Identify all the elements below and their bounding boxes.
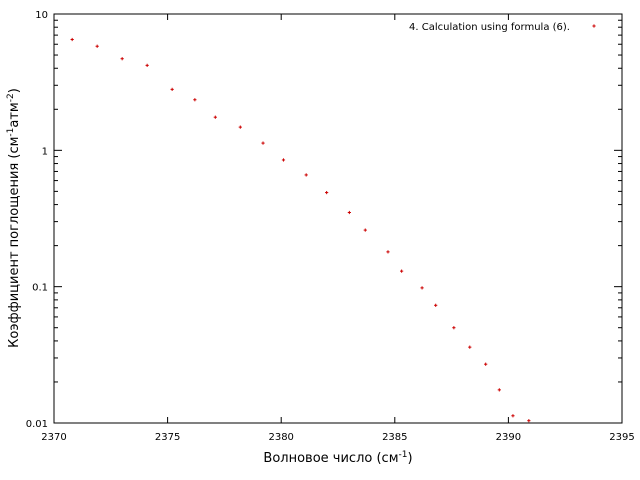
data-point [452,326,456,330]
data-point [70,37,74,42]
data-point [170,87,174,91]
data-point [347,210,351,215]
data-point [468,345,472,349]
data-point [261,141,265,145]
data-point [213,115,217,119]
y-axis-ticks: 0.01 0.1 1 10 [26,10,622,430]
data-point [420,286,424,290]
data-point [511,414,515,418]
data-point [527,419,531,423]
data-point [386,250,390,254]
legend-marker-symbol [592,24,596,28]
y-tick-label: 1 [42,146,48,157]
data-point [95,44,99,48]
x-tick-label: 2385 [382,432,407,443]
x-axis-ticks: 2370 2375 2380 2385 2390 2395 [41,14,635,443]
data-point [193,98,197,102]
data-point [434,303,438,307]
data-point [145,63,149,67]
x-tick-label: 2375 [155,432,180,443]
y-axis-label: Коэффициент поглощения (см-1атм-2) [6,88,22,348]
data-point [363,228,367,232]
data-point [120,57,124,61]
legend-label: 4. Calculation using formula (6). [409,22,570,33]
x-axis-label: Волновое число (см-1) [263,450,412,466]
legend: 4. Calculation using formula (6). [409,22,596,33]
x-tick-label: 2390 [496,432,521,443]
data-point [400,269,404,273]
data-point [497,388,501,392]
y-tick-label: 10 [35,10,48,21]
x-tick-label: 2370 [41,432,66,443]
y-tick-label: 0.01 [26,419,48,430]
legend-marker [592,24,596,28]
data-points [70,37,531,423]
data-point [484,362,488,366]
data-point [281,158,286,162]
x-tick-label: 2380 [268,432,293,443]
data-point [304,173,308,177]
y-tick-label: 0.1 [32,283,48,294]
data-point [325,190,329,195]
x-tick-label: 2395 [609,432,634,443]
plot-frame [53,13,623,424]
data-point [238,125,242,129]
